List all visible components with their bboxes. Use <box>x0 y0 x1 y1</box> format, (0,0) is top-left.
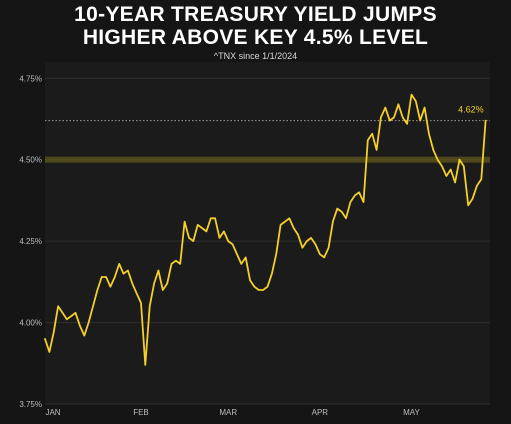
chart-title-line1: 10-YEAR TREASURY YIELD JUMPS <box>74 3 437 26</box>
last-value-label: 4.62% <box>458 105 484 115</box>
y-tick-label-0: 3.75% <box>19 400 42 409</box>
x-tick-label-3: APR <box>312 408 329 417</box>
reference-band-1 <box>45 156 490 163</box>
x-tick-label-0: JAN <box>45 408 60 417</box>
x-tick-label-2: MAR <box>219 408 237 417</box>
y-tick-label-3: 4.50% <box>19 156 42 165</box>
chart-subtitle: ^TNX since 1/1/2024 <box>213 51 298 61</box>
y-tick-label-1: 4.00% <box>19 319 42 328</box>
y-tick-label-4: 4.75% <box>19 74 42 83</box>
x-tick-label-4: MAY <box>403 408 420 417</box>
y-tick-label-2: 4.25% <box>19 237 42 246</box>
x-tick-label-1: FEB <box>133 408 149 417</box>
plot-area <box>45 62 490 404</box>
series-line <box>44 93 487 366</box>
chart-title-line2: HIGHER ABOVE KEY 4.5% LEVEL <box>82 26 429 49</box>
